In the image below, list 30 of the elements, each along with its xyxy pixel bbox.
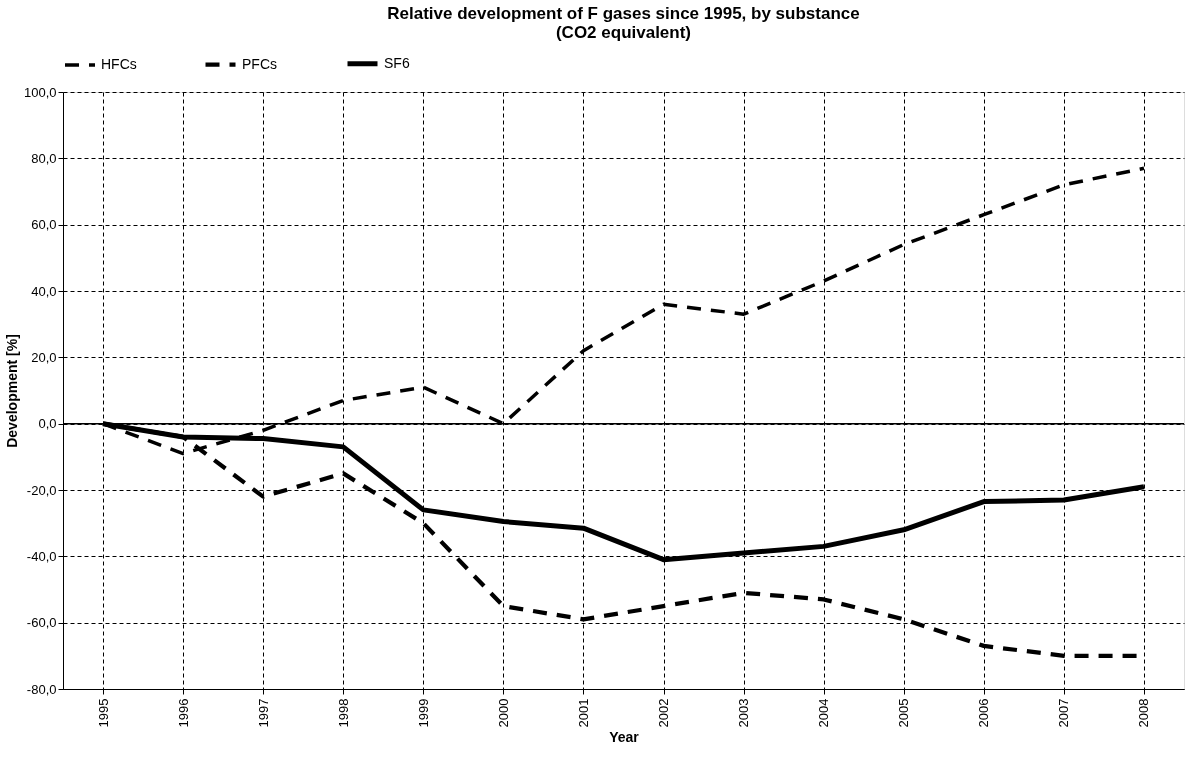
y-tick-label: 0,0 — [38, 416, 57, 432]
y-axis-title: Development [%] — [3, 334, 20, 448]
y-tick-label: 60,0 — [31, 217, 57, 233]
x-tick-label: 1995 — [95, 698, 111, 728]
y-tick-label: 80,0 — [31, 150, 57, 166]
x-tick-label: 2001 — [575, 698, 591, 728]
legend-label: PFCs — [242, 55, 277, 72]
y-tick-label: -80,0 — [26, 681, 57, 697]
x-tick-label: 2004 — [816, 698, 832, 728]
y-tick-label: -40,0 — [26, 548, 57, 564]
x-tick-label: 1996 — [175, 698, 191, 728]
legend-label: HFCs — [101, 56, 137, 72]
y-tick-label: 100,0 — [23, 84, 57, 100]
x-tick-label: 2000 — [495, 698, 511, 728]
y-tick-label: -60,0 — [26, 615, 57, 631]
x-tick-label: 2002 — [656, 698, 672, 728]
chart-title: Relative development of F gases since 1995, by substance (CO2 equivalent) — [387, 4, 860, 42]
x-tick-label: 2003 — [736, 698, 752, 728]
x-tick-label: 2006 — [976, 698, 992, 728]
y-tick-label: -20,0 — [26, 482, 57, 498]
x-tick-label: 1997 — [255, 698, 271, 728]
x-axis-title: Year — [609, 729, 640, 746]
legend-label: SF6 — [384, 54, 410, 71]
x-tick-label: 2005 — [896, 698, 912, 728]
x-tick-label: 1999 — [415, 698, 431, 728]
y-tick-label: 20,0 — [31, 349, 57, 365]
x-tick-label: 1998 — [335, 698, 351, 728]
x-tick-label: 2007 — [1056, 698, 1072, 728]
y-tick-label: 40,0 — [31, 283, 57, 299]
x-tick-label: 2008 — [1136, 698, 1152, 728]
